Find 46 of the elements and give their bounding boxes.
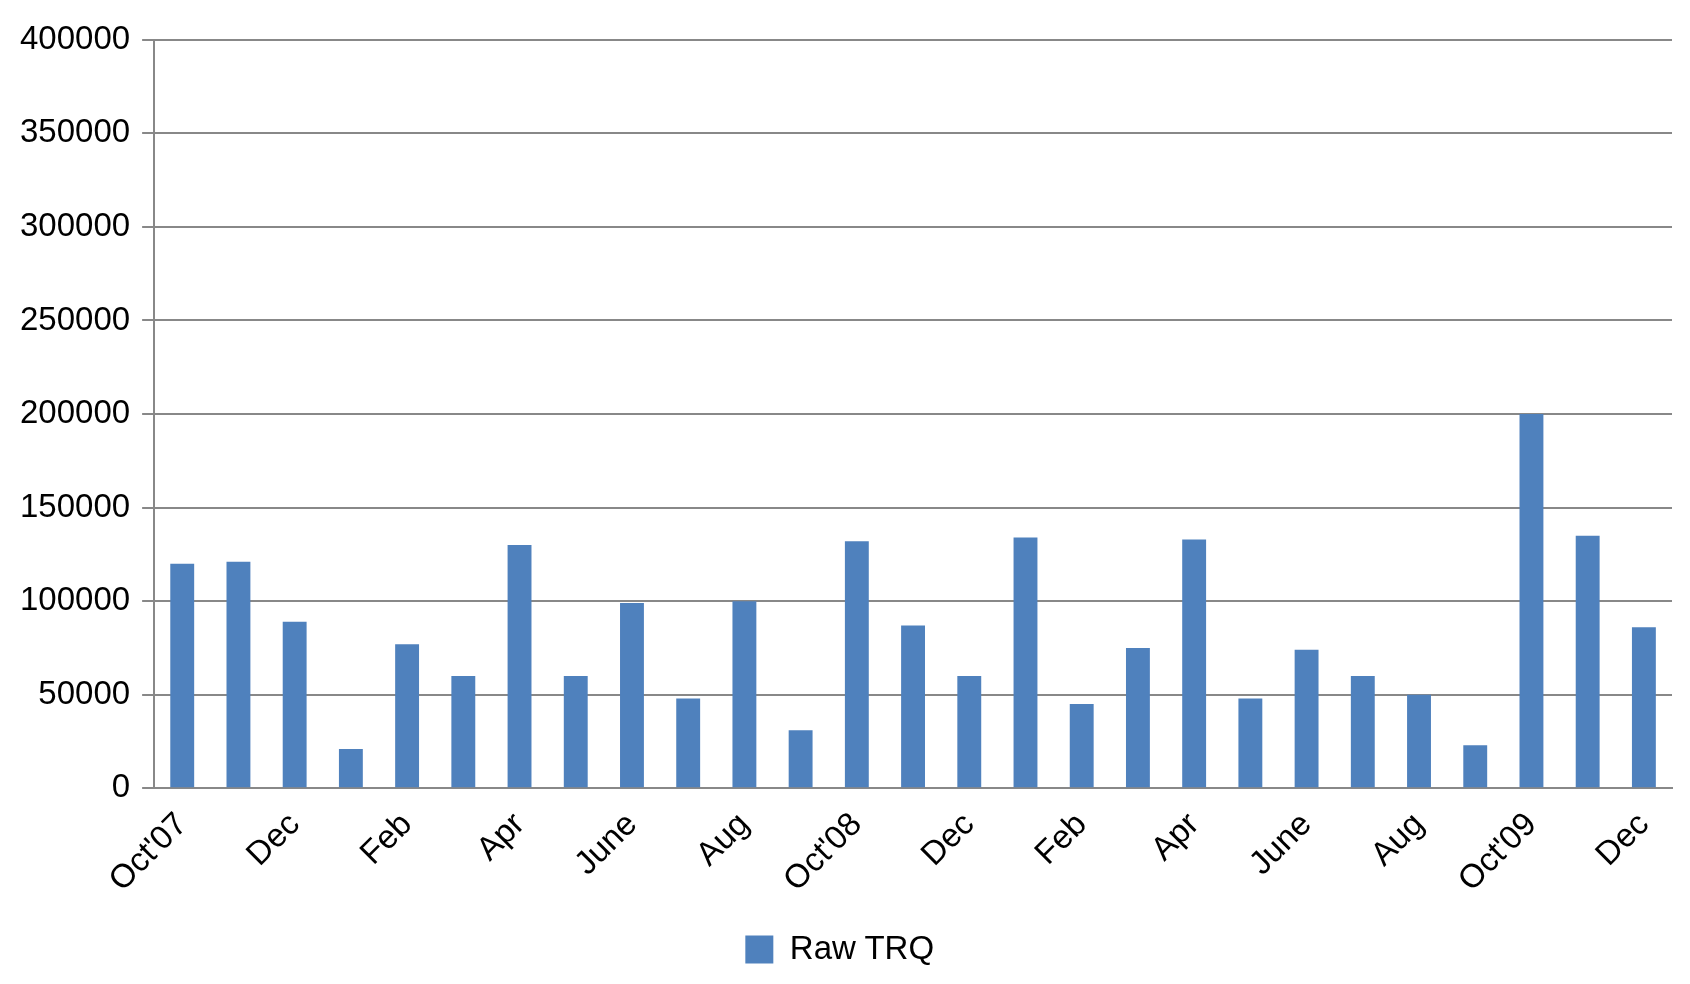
bar	[957, 676, 982, 788]
bar	[507, 545, 532, 788]
x-tick-label: Dec	[913, 804, 981, 873]
y-tick-label: 200000	[19, 393, 131, 431]
y-tick-label: 350000	[19, 112, 131, 150]
bar	[844, 541, 869, 788]
bar	[563, 676, 588, 788]
x-tick-label: Aug	[1362, 804, 1431, 873]
bar	[282, 621, 307, 788]
bar	[1069, 704, 1094, 788]
bar	[620, 603, 644, 788]
y-tick-label: 150000	[19, 486, 131, 524]
bar	[1125, 647, 1150, 788]
x-tick-label: Dec	[1587, 804, 1656, 873]
bar	[1350, 676, 1375, 788]
y-tick-label: 400000	[19, 18, 131, 56]
bar	[1575, 535, 1600, 788]
bar	[226, 561, 251, 788]
bar	[1182, 539, 1207, 788]
bar	[676, 698, 701, 788]
x-tick-label: Apr	[1143, 804, 1206, 867]
x-tick-label: Feb	[1026, 804, 1094, 871]
bar	[1631, 627, 1656, 788]
bar	[1294, 649, 1319, 788]
bar	[395, 644, 420, 788]
y-tick-label: 50000	[38, 673, 131, 711]
bar	[170, 563, 195, 788]
legend-label: Raw TRQ	[789, 928, 935, 966]
bar	[1013, 537, 1038, 788]
y-tick-label: 250000	[19, 299, 131, 337]
bar	[451, 676, 476, 788]
y-tick-label: 100000	[19, 580, 131, 618]
x-tick-label: Aug	[688, 804, 756, 873]
x-tick-label: Feb	[352, 804, 419, 871]
bar	[788, 730, 813, 788]
bar	[1407, 694, 1431, 788]
y-tick-label: 300000	[19, 206, 131, 244]
bar	[901, 625, 926, 788]
bar	[732, 601, 757, 788]
x-tick-label: Dec	[238, 804, 307, 873]
bar	[338, 748, 363, 788]
bar	[1519, 414, 1544, 788]
bar	[1238, 698, 1263, 788]
bar	[1463, 745, 1488, 788]
x-tick-label: Apr	[468, 804, 531, 867]
y-tick-label: 0	[111, 767, 131, 805]
